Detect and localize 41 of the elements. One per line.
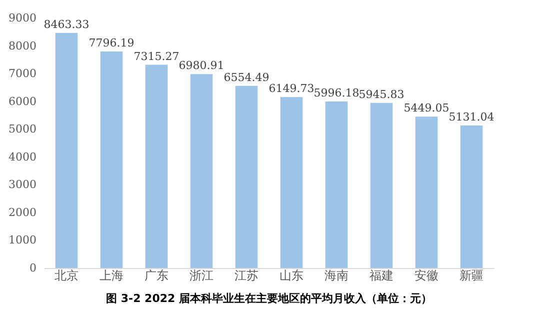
bar — [325, 101, 348, 268]
y-tick-label: 8000 — [8, 39, 36, 52]
bar — [460, 125, 483, 268]
bar — [190, 74, 213, 268]
text: 图 3-2 2022 届本科毕业生在主要地区的平均月收入（单位：元） — [106, 292, 432, 305]
x-tick-label: 山东 — [280, 268, 304, 282]
x-tick-label: 北京 — [54, 268, 78, 282]
x-tick-label: 福建 — [370, 268, 394, 282]
x-tick-label: 新疆 — [460, 268, 484, 282]
x-tick-label: 海南 — [324, 268, 348, 282]
data-label: 5449.05 — [404, 102, 450, 115]
x-tick-label: 江苏 — [234, 268, 258, 282]
bar — [370, 102, 393, 268]
y-tick-label: 7000 — [8, 67, 36, 80]
x-tick-label: 上海 — [100, 268, 124, 282]
bar — [235, 86, 258, 268]
data-label: 5996.18 — [314, 86, 360, 100]
bar — [280, 97, 303, 268]
y-tick-label: 6000 — [8, 94, 36, 108]
x-tick-label: 广东 — [144, 268, 168, 282]
data-label: 5131.04 — [448, 110, 494, 124]
y-tick-label: 2000 — [8, 206, 36, 219]
data-label: 5945.83 — [358, 88, 404, 101]
y-tick-label: 3000 — [8, 178, 36, 192]
data-label: 6980.91 — [178, 59, 224, 72]
bar — [55, 32, 78, 268]
y-tick-label: 4000 — [8, 150, 36, 164]
data-label: 6149.73 — [268, 82, 314, 96]
y-tick-label: 9000 — [8, 12, 36, 24]
data-label: 8463.33 — [44, 18, 90, 31]
y-tick-label: 5000 — [8, 122, 36, 136]
y-tick-label: 0 — [30, 262, 36, 274]
bar — [100, 51, 123, 268]
data-label: 7315.27 — [134, 50, 180, 63]
x-tick-label: 浙江 — [190, 268, 214, 282]
data-label: 7796.19 — [88, 36, 134, 50]
y-tick-label: 1000 — [8, 234, 36, 247]
bar — [415, 116, 438, 268]
x-tick-label: 安徽 — [414, 268, 438, 282]
bar — [145, 64, 168, 268]
data-label: 6554.49 — [224, 70, 270, 84]
